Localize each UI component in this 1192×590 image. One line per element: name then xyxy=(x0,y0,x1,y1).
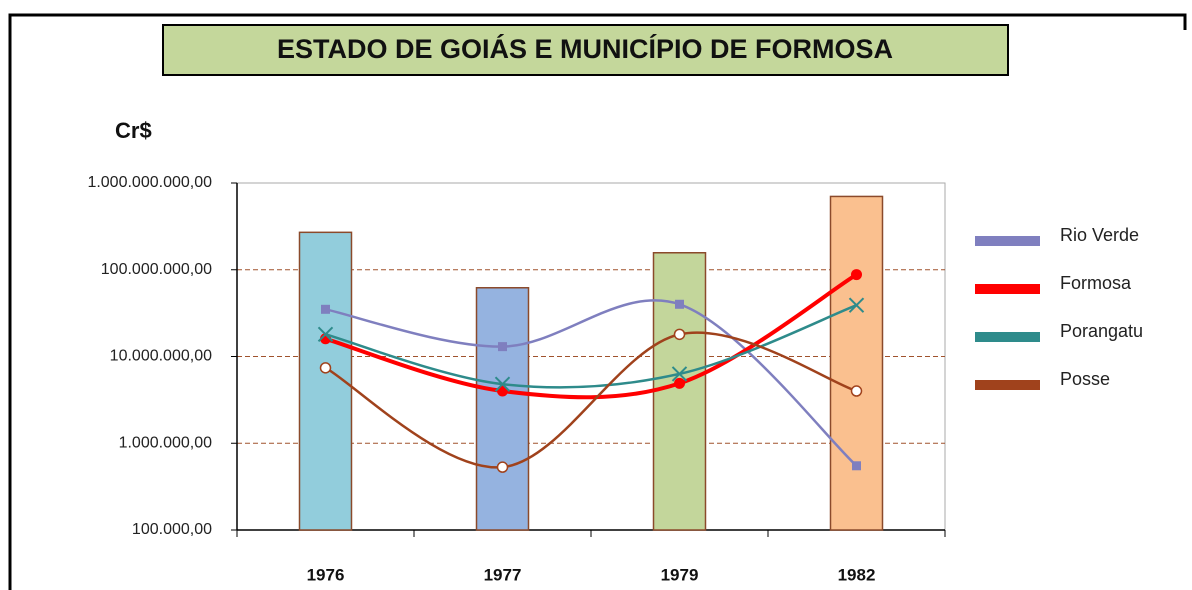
legend-swatch xyxy=(975,380,1040,390)
x-tick-label: 1977 xyxy=(484,565,522,584)
title-box xyxy=(162,24,1009,76)
marker xyxy=(496,461,509,473)
x-tick-label: 1982 xyxy=(838,565,876,584)
bar xyxy=(475,287,530,531)
y-axis-label: Cr$ xyxy=(115,118,152,143)
y-tick-label: 1.000.000.000,00 xyxy=(87,174,212,191)
series-line xyxy=(324,331,857,469)
marker xyxy=(494,376,511,392)
marker xyxy=(852,461,861,471)
series-line xyxy=(325,304,857,389)
legend-label: Rio Verde xyxy=(1060,225,1139,245)
legend-swatch xyxy=(975,332,1040,342)
marker xyxy=(673,328,686,341)
marker xyxy=(675,299,684,309)
marker xyxy=(321,304,330,314)
bar xyxy=(652,252,707,531)
y-tick-label: 100.000,00 xyxy=(132,521,212,538)
y-tick-label: 1.000.000,00 xyxy=(119,434,213,451)
marker xyxy=(317,326,334,343)
marker xyxy=(848,297,865,313)
y-tick-label: 10.000.000,00 xyxy=(110,348,212,365)
marker xyxy=(850,385,863,397)
marker xyxy=(498,342,507,352)
y-tick-label: 100.000.000,00 xyxy=(101,261,212,278)
marker xyxy=(851,269,862,281)
frame xyxy=(8,13,1187,590)
marker xyxy=(319,362,332,374)
legend-label: Porangatu xyxy=(1060,321,1143,341)
marker xyxy=(671,366,688,382)
legend-label: Posse xyxy=(1060,369,1110,389)
marker xyxy=(674,377,685,389)
legend-swatch xyxy=(975,236,1040,246)
x-tick-label: 1976 xyxy=(307,565,345,584)
series-line xyxy=(325,299,858,467)
legend-swatch xyxy=(975,284,1040,294)
legend-label: Formosa xyxy=(1060,273,1132,293)
x-tick-label: 1979 xyxy=(661,565,699,584)
chart-title: ESTADO DE GOIÁS E MUNICÍPIO DE FORMOSA xyxy=(277,33,893,64)
bar xyxy=(829,195,884,531)
